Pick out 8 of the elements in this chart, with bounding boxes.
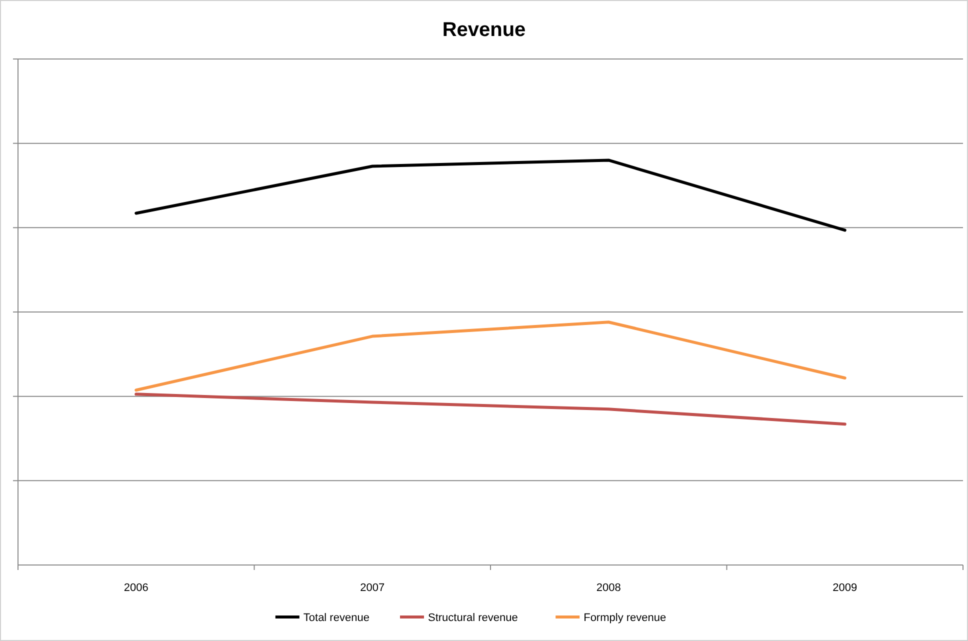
x-tick-label: 2008 — [596, 582, 621, 594]
legend-label: Formply revenue — [584, 612, 666, 624]
chart-title: Revenue — [442, 19, 526, 41]
x-tick-label: 2006 — [124, 582, 148, 594]
x-tick-label: 2007 — [360, 582, 385, 594]
legend-label: Total revenue — [303, 612, 370, 624]
x-tick-label: 2009 — [832, 582, 858, 594]
legend-label: Structural revenue — [428, 612, 518, 624]
